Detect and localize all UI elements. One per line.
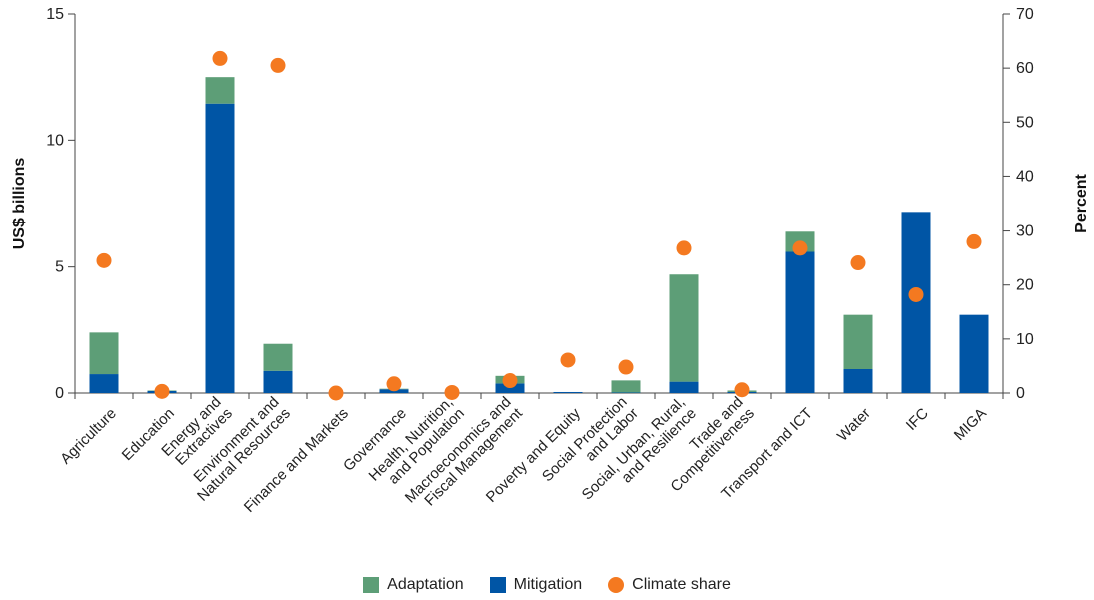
adaptation-bar bbox=[612, 380, 641, 392]
mitigation-bar bbox=[90, 374, 119, 393]
x-category-label: IFC bbox=[903, 405, 932, 434]
right-tick-label: 50 bbox=[1016, 114, 1034, 131]
climate-share-point bbox=[967, 234, 982, 249]
mitigation-bar bbox=[612, 392, 641, 393]
mitigation-bar bbox=[902, 212, 931, 393]
adaptation-bar bbox=[844, 315, 873, 369]
climate-share-point bbox=[387, 376, 402, 391]
climate-share-point bbox=[793, 240, 808, 255]
right-tick-label: 10 bbox=[1016, 331, 1034, 348]
right-tick-label: 70 bbox=[1016, 6, 1034, 23]
legend-item-climate-share: Climate share bbox=[608, 576, 731, 594]
climate-share-point bbox=[677, 240, 692, 255]
right-tick-label: 30 bbox=[1016, 223, 1034, 240]
left-y-axis: 0 5 10 15 bbox=[46, 6, 75, 402]
adaptation-bar bbox=[90, 332, 119, 374]
mitigation-swatch bbox=[490, 577, 506, 593]
legend-label-climate-share: Climate share bbox=[632, 576, 731, 594]
x-category-label: Agriculture bbox=[57, 405, 120, 468]
left-axis-title: US$ billions bbox=[11, 158, 28, 250]
mitigation-bar bbox=[786, 252, 815, 393]
mitigation-bar bbox=[844, 369, 873, 393]
x-category-label: Water bbox=[834, 405, 874, 445]
climate-share-point bbox=[561, 352, 576, 367]
left-tick-label: 5 bbox=[55, 259, 64, 276]
adaptation-bar bbox=[670, 274, 699, 381]
bar-layer bbox=[90, 77, 989, 393]
climate-share-swatch bbox=[608, 577, 624, 593]
right-tick-label: 40 bbox=[1016, 168, 1034, 185]
climate-share-point bbox=[329, 386, 344, 401]
legend: Adaptation Mitigation Climate share bbox=[0, 576, 1094, 594]
left-tick-label: 10 bbox=[46, 132, 64, 149]
right-y-axis: 0 10 20 30 40 50 60 70 bbox=[1003, 6, 1034, 402]
climate-share-point bbox=[909, 287, 924, 302]
mitigation-bar bbox=[960, 315, 989, 393]
climate-share-point bbox=[213, 51, 228, 66]
legend-label-adaptation: Adaptation bbox=[387, 576, 464, 594]
climate-share-point bbox=[271, 58, 286, 73]
legend-item-mitigation: Mitigation bbox=[490, 576, 582, 594]
adaptation-bar bbox=[264, 344, 293, 371]
legend-label-mitigation: Mitigation bbox=[514, 576, 582, 594]
x-category-label: MIGA bbox=[951, 405, 990, 444]
climate-share-point bbox=[619, 360, 634, 375]
climate-share-point bbox=[445, 385, 460, 400]
mitigation-bar bbox=[670, 382, 699, 393]
legend-item-adaptation: Adaptation bbox=[363, 576, 464, 594]
left-tick-label: 0 bbox=[55, 385, 64, 402]
climate-share-point bbox=[155, 384, 170, 399]
mitigation-bar bbox=[264, 371, 293, 393]
right-axis-title: Percent bbox=[1073, 173, 1090, 232]
mitigation-bar bbox=[206, 104, 235, 393]
climate-share-point bbox=[97, 253, 112, 268]
right-tick-label: 60 bbox=[1016, 60, 1034, 77]
right-tick-label: 20 bbox=[1016, 277, 1034, 294]
climate-share-point bbox=[851, 255, 866, 270]
climate-share-point bbox=[503, 373, 518, 388]
mitigation-bar bbox=[554, 392, 583, 393]
climate-share-point bbox=[735, 382, 750, 397]
adaptation-swatch bbox=[363, 577, 379, 593]
right-tick-label: 0 bbox=[1016, 385, 1025, 402]
adaptation-bar bbox=[206, 77, 235, 104]
left-tick-label: 15 bbox=[46, 6, 64, 23]
